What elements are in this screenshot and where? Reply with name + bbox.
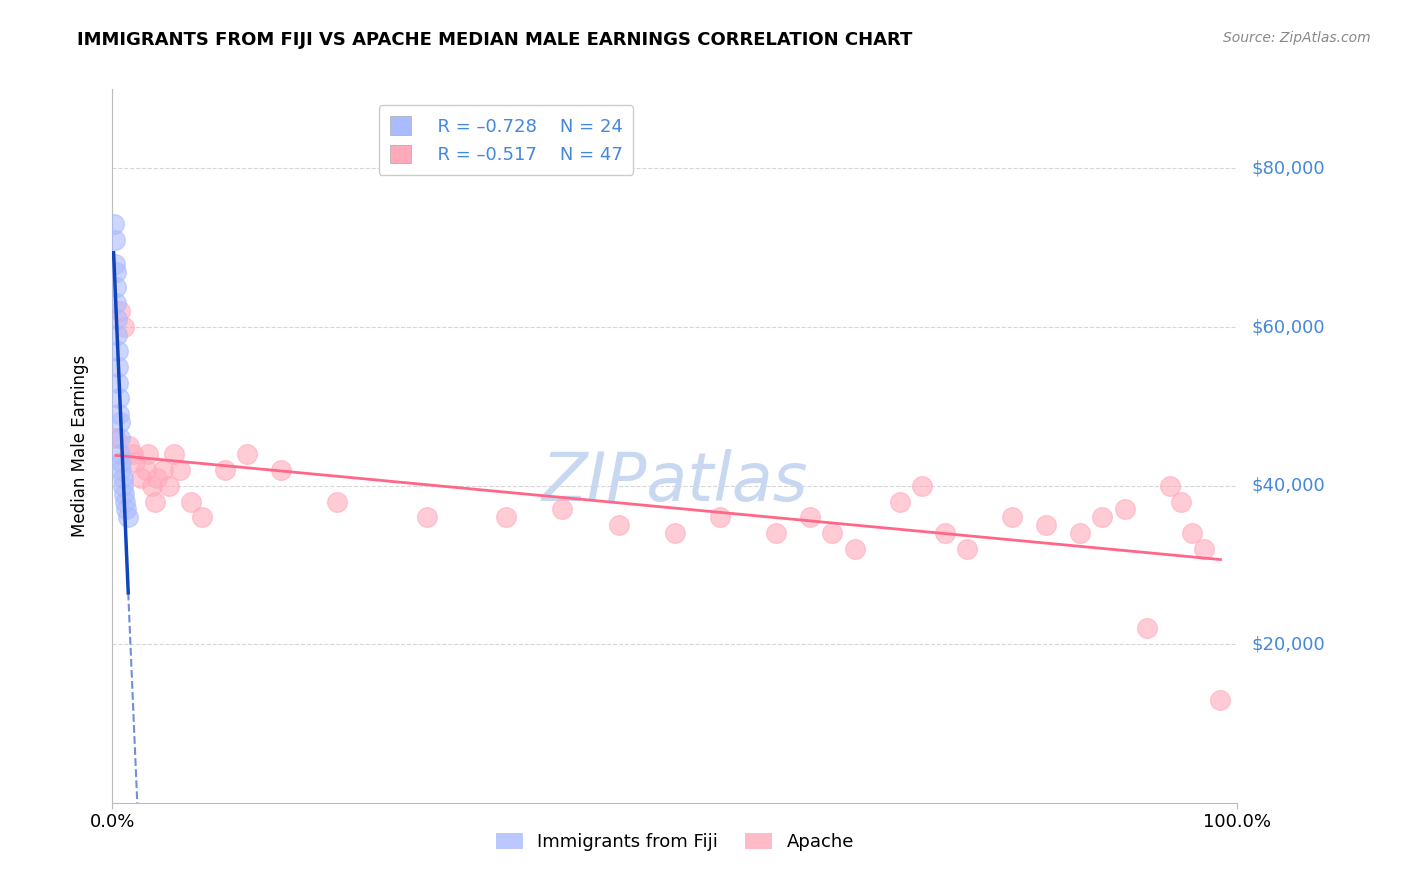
Point [110, 463, 132, 477]
Point [607, 518, 630, 533]
Point [214, 463, 236, 477]
Legend: Immigrants from Fiji, Apache: Immigrants from Fiji, Apache [488, 825, 862, 858]
Point [1192, 542, 1215, 557]
Point [799, 510, 821, 524]
Point [104, 296, 127, 310]
Point [1001, 510, 1024, 524]
Point [157, 478, 180, 492]
Point [104, 257, 127, 271]
Point [138, 447, 160, 461]
Point [143, 494, 166, 508]
Point [1181, 526, 1204, 541]
Point [104, 431, 127, 445]
Point [104, 233, 127, 247]
Point [664, 526, 686, 541]
Point [118, 439, 141, 453]
Point [889, 494, 911, 508]
Point [169, 463, 191, 477]
Text: $60,000: $60,000 [1251, 318, 1324, 336]
Text: $40,000: $40,000 [1251, 476, 1324, 495]
Point [1136, 621, 1159, 635]
Point [326, 494, 349, 508]
Point [270, 463, 292, 477]
Point [110, 455, 132, 469]
Point [152, 463, 174, 477]
Point [117, 510, 139, 524]
Point [112, 486, 135, 500]
Point [765, 526, 787, 541]
Point [1069, 526, 1091, 541]
Point [115, 502, 138, 516]
Y-axis label: Median Male Earnings: Median Male Earnings [70, 355, 89, 537]
Point [709, 510, 731, 524]
Point [1170, 494, 1192, 508]
Point [844, 542, 866, 557]
Point [124, 455, 146, 469]
Point [495, 510, 517, 524]
Text: $80,000: $80,000 [1251, 160, 1324, 178]
Point [1091, 510, 1114, 524]
Point [956, 542, 979, 557]
Point [1114, 502, 1136, 516]
Text: $20,000: $20,000 [1251, 635, 1324, 653]
Point [911, 478, 934, 492]
Point [103, 217, 125, 231]
Point [1159, 478, 1181, 492]
Point [821, 526, 844, 541]
Point [110, 447, 132, 461]
Point [104, 280, 127, 294]
Point [121, 447, 143, 461]
Point [191, 510, 214, 524]
Point [107, 343, 129, 358]
Point [107, 376, 129, 390]
Point [416, 510, 439, 524]
Point [105, 312, 128, 326]
Point [129, 471, 152, 485]
Point [105, 328, 128, 343]
Point [104, 264, 127, 278]
Text: IMMIGRANTS FROM FIJI VS APACHE MEDIAN MALE EARNINGS CORRELATION CHART: IMMIGRANTS FROM FIJI VS APACHE MEDIAN MA… [77, 31, 912, 49]
Point [110, 431, 132, 445]
Point [551, 502, 574, 516]
Point [108, 392, 131, 406]
Point [111, 471, 134, 485]
Point [110, 415, 132, 429]
Point [146, 471, 169, 485]
Point [236, 447, 259, 461]
Point [114, 494, 136, 508]
Point [1209, 692, 1232, 706]
Point [110, 304, 132, 318]
Point [135, 463, 157, 477]
Point [180, 494, 202, 508]
Point [1035, 518, 1057, 533]
Point [112, 320, 135, 334]
Text: Source: ZipAtlas.com: Source: ZipAtlas.com [1223, 31, 1371, 45]
Text: ZIPatlas: ZIPatlas [541, 449, 808, 515]
Point [141, 478, 163, 492]
Point [107, 359, 129, 374]
Point [111, 478, 134, 492]
Point [108, 407, 131, 421]
Point [934, 526, 956, 541]
Point [163, 447, 186, 461]
